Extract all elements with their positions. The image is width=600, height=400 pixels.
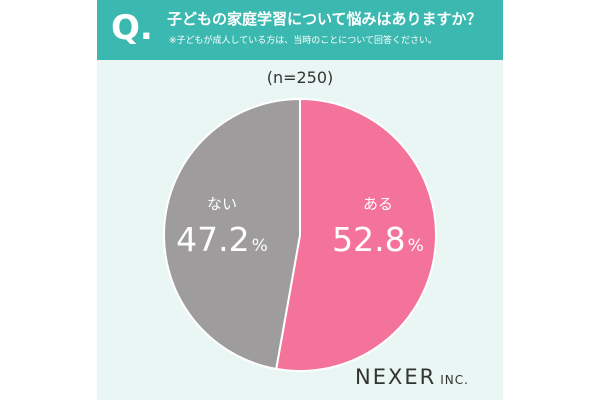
logo-name: NEXER bbox=[355, 365, 437, 389]
nexer-logo: NEXER INC. bbox=[355, 364, 469, 393]
slice-no bbox=[163, 97, 301, 371]
slice-yes bbox=[275, 97, 437, 372]
question-mark: Q. bbox=[111, 8, 153, 48]
slice-category-label: ある bbox=[363, 195, 393, 213]
question-header: Q. 子どもの家庭学習について悩みはありますか？ ※子どもが成人している方は、当… bbox=[97, 0, 503, 60]
question-note: ※子どもが成人している方は、当時のことについて回答ください。 bbox=[169, 36, 438, 46]
question-title: 子どもの家庭学習について悩みはありますか？ bbox=[167, 10, 482, 28]
sample-size: (n=250) bbox=[266, 68, 334, 87]
slice-category-label: ない bbox=[207, 195, 237, 213]
survey-card: Q. 子どもの家庭学習について悩みはありますか？ ※子どもが成人している方は、当… bbox=[97, 0, 503, 400]
logo-suffix: INC. bbox=[440, 373, 469, 387]
